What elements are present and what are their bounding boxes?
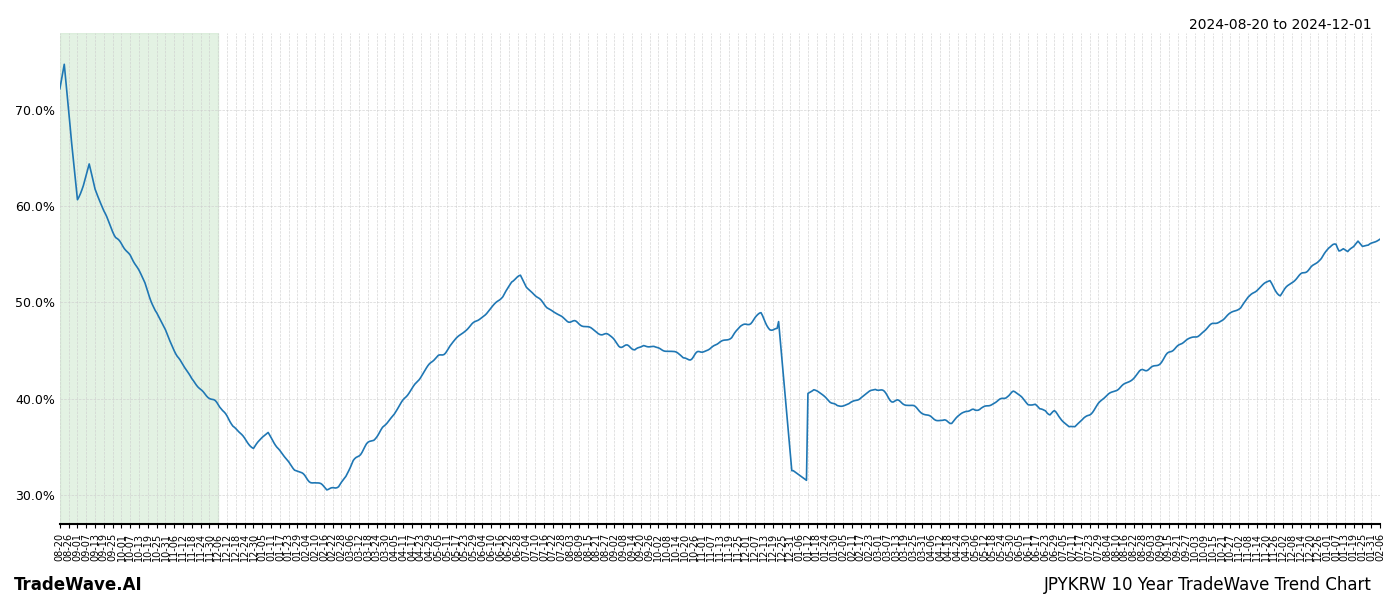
Bar [60,33,218,524]
Text: JPYKRW 10 Year TradeWave Trend Chart: JPYKRW 10 Year TradeWave Trend Chart [1044,576,1372,594]
Text: TradeWave.AI: TradeWave.AI [14,576,143,594]
Text: 2024-08-20 to 2024-12-01: 2024-08-20 to 2024-12-01 [1190,18,1372,32]
